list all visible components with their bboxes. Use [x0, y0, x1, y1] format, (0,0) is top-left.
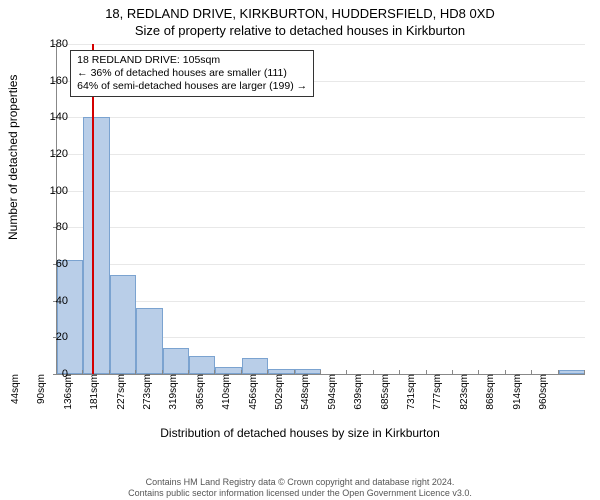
xtick-label: 639sqm — [353, 374, 364, 424]
xtick-label: 319sqm — [168, 374, 179, 424]
ytick-label: 120 — [38, 148, 68, 160]
xtick-mark — [214, 370, 215, 374]
ytick-label: 60 — [38, 258, 68, 270]
xtick-label: 548sqm — [300, 374, 311, 424]
xtick-label: 410sqm — [221, 374, 232, 424]
gridline — [57, 117, 585, 118]
histogram-bar — [215, 367, 241, 374]
xtick-mark — [56, 370, 57, 374]
xtick-mark — [135, 370, 136, 374]
ytick-label: 40 — [38, 295, 68, 307]
ytick-label: 80 — [38, 221, 68, 233]
gridline — [57, 227, 585, 228]
xtick-label: 136sqm — [63, 374, 74, 424]
xtick-mark — [426, 370, 427, 374]
histogram-bar — [83, 117, 109, 374]
footer: Contains HM Land Registry data © Crown c… — [0, 477, 600, 498]
xtick-label: 273sqm — [142, 374, 153, 424]
ytick-label: 160 — [38, 75, 68, 87]
xtick-label: 777sqm — [432, 374, 443, 424]
callout-line-2: ← 36% of detached houses are smaller (11… — [77, 67, 307, 80]
callout-line-1: 18 REDLAND DRIVE: 105sqm — [77, 54, 307, 67]
y-axis-label: Number of detached properties — [6, 75, 20, 240]
xtick-mark — [109, 370, 110, 374]
xtick-label: 181sqm — [89, 374, 100, 424]
xtick-mark — [373, 370, 374, 374]
footer-line-2: Contains public sector information licen… — [0, 488, 600, 498]
xtick-mark — [82, 370, 83, 374]
xtick-label: 44sqm — [10, 374, 21, 424]
histogram-bar — [559, 370, 585, 374]
xtick-label: 823sqm — [459, 374, 470, 424]
ytick-label: 20 — [38, 331, 68, 343]
xtick-label: 227sqm — [116, 374, 127, 424]
xtick-mark — [241, 370, 242, 374]
xtick-mark — [584, 370, 585, 374]
title-line-1: 18, REDLAND DRIVE, KIRKBURTON, HUDDERSFI… — [0, 0, 600, 21]
xtick-label: 685sqm — [380, 374, 391, 424]
xtick-label: 90sqm — [36, 374, 47, 424]
xtick-mark — [452, 370, 453, 374]
xtick-label: 868sqm — [485, 374, 496, 424]
histogram-bar — [136, 308, 162, 374]
callout-line-3: 64% of semi-detached houses are larger (… — [77, 80, 307, 93]
xtick-label: 594sqm — [327, 374, 338, 424]
gridline — [57, 44, 585, 45]
xtick-mark — [320, 370, 321, 374]
xtick-mark — [399, 370, 400, 374]
xtick-mark — [531, 370, 532, 374]
xtick-mark — [505, 370, 506, 374]
gridline — [57, 301, 585, 302]
xtick-mark — [267, 370, 268, 374]
callout-box: 18 REDLAND DRIVE: 105sqm ← 36% of detach… — [70, 50, 314, 97]
chart-area: Number of detached properties 18 REDLAND… — [0, 40, 600, 460]
xtick-label: 914sqm — [512, 374, 523, 424]
xtick-mark — [346, 370, 347, 374]
plot-area: 18 REDLAND DRIVE: 105sqm ← 36% of detach… — [56, 44, 585, 375]
ytick-label: 100 — [38, 185, 68, 197]
histogram-bar — [163, 348, 189, 374]
xtick-mark — [162, 370, 163, 374]
xtick-mark — [188, 370, 189, 374]
xtick-mark — [294, 370, 295, 374]
ytick-label: 180 — [38, 38, 68, 50]
xtick-label: 960sqm — [538, 374, 549, 424]
xtick-mark — [478, 370, 479, 374]
gridline — [57, 154, 585, 155]
histogram-bar — [110, 275, 136, 374]
xtick-label: 502sqm — [274, 374, 285, 424]
xtick-mark — [558, 370, 559, 374]
xtick-label: 456sqm — [248, 374, 259, 424]
x-axis-label: Distribution of detached houses by size … — [0, 426, 600, 440]
gridline — [57, 191, 585, 192]
ytick-label: 140 — [38, 111, 68, 123]
footer-line-1: Contains HM Land Registry data © Crown c… — [0, 477, 600, 487]
title-line-2: Size of property relative to detached ho… — [0, 21, 600, 38]
xtick-label: 365sqm — [195, 374, 206, 424]
histogram-bar — [57, 260, 83, 374]
xtick-label: 731sqm — [406, 374, 417, 424]
histogram-bar — [189, 356, 215, 374]
chart-container: 18, REDLAND DRIVE, KIRKBURTON, HUDDERSFI… — [0, 0, 600, 500]
gridline — [57, 264, 585, 265]
histogram-bar — [242, 358, 268, 375]
